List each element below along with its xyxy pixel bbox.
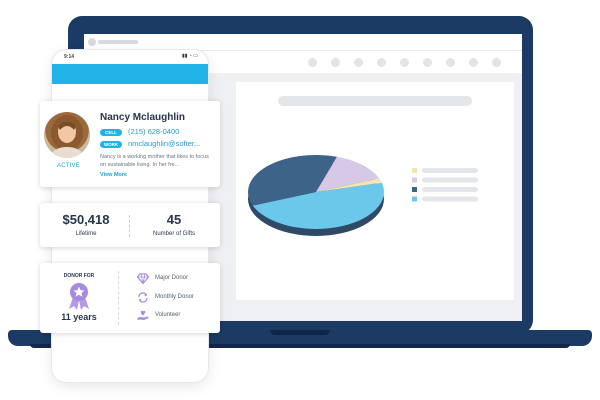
donor-name: Nancy Mclaughlin	[100, 112, 186, 123]
pie-slice-0	[252, 182, 384, 229]
work-tag: WORK	[100, 141, 122, 148]
browser-tab-icon[interactable]	[88, 38, 96, 46]
browser-tab-bar	[84, 34, 522, 50]
toolbar-button[interactable]	[423, 58, 432, 67]
donor-bio: Nancy is a working mother that likes to …	[100, 154, 209, 168]
toolbar-button[interactable]	[354, 58, 363, 67]
gifts-label: Number of Gifts	[152, 231, 195, 237]
chart-panel	[236, 82, 514, 300]
donor-tenure-card: DONOR FOR 11 years Major Donor Monthly D…	[40, 263, 220, 333]
pie-slice-3	[316, 178, 382, 192]
chart-title-placeholder	[278, 96, 472, 106]
pie-slice-1	[248, 155, 338, 206]
diamond-icon	[137, 273, 149, 284]
laptop-notch	[270, 330, 330, 335]
phone-status-bar: 9:14 ▮▮ ◔ ▭	[52, 50, 208, 64]
cell-tag: CELL	[100, 129, 122, 136]
donor-for-label: DONOR FOR	[63, 273, 95, 279]
stats-divider	[129, 215, 130, 237]
phone-number[interactable]: (215) 628-0400	[128, 127, 180, 136]
profile-card[interactable]: ACTIVE Nancy Mclaughlin CELL (215) 628-0…	[40, 101, 220, 187]
avatar[interactable]	[44, 112, 90, 158]
toolbar-button[interactable]	[331, 58, 340, 67]
view-more-link[interactable]: View More	[100, 172, 128, 178]
legend-label-placeholder-2	[422, 187, 478, 192]
gifts-value: 45	[166, 212, 182, 227]
toolbar-button[interactable]	[400, 58, 409, 67]
phone-clock: 9:14	[64, 54, 75, 60]
award-ribbon-icon	[69, 283, 89, 310]
legend-label-placeholder-1	[422, 177, 478, 183]
avatar-photo	[51, 115, 83, 158]
toolbar-button[interactable]	[308, 58, 317, 67]
recurring-icon	[138, 292, 148, 303]
legend-swatch-2	[412, 187, 417, 192]
toolbar-button[interactable]	[377, 58, 386, 67]
giving-stats-card: $50,418 Lifetime 45 Number of Gifts	[40, 203, 220, 247]
pie-slice-2	[316, 156, 380, 192]
attribute-major-donor: Major Donor	[155, 275, 189, 281]
pie-chart	[248, 155, 478, 236]
app-header-bar	[52, 64, 208, 84]
years-value: 11 years	[61, 312, 97, 322]
browser-tab[interactable]	[98, 40, 138, 44]
legend-swatch-3	[412, 196, 417, 202]
laptop-base-shadow	[30, 344, 570, 348]
signal-wifi-battery-icon: ▮▮ ◔ ▭	[181, 53, 198, 59]
toolbar-button[interactable]	[492, 58, 501, 67]
attribute-monthly-donor: Monthly Donor	[155, 294, 195, 300]
email-address[interactable]: nmclaughlin@softer...	[128, 139, 201, 148]
toolbar-button[interactable]	[446, 58, 455, 67]
attribute-volunteer: Volunteer	[155, 312, 181, 318]
legend-swatch-1	[412, 177, 417, 183]
status-label: ACTIVE	[57, 163, 80, 169]
toolbar-button[interactable]	[469, 58, 478, 67]
lifetime-value: $50,418	[62, 212, 110, 227]
legend-swatch-0	[412, 168, 417, 173]
hand-heart-icon	[137, 310, 149, 320]
lifetime-label: Lifetime	[75, 231, 97, 237]
legend-label-placeholder-0	[422, 168, 478, 173]
legend-label-placeholder-3	[422, 196, 478, 202]
donor-divider	[118, 271, 119, 325]
